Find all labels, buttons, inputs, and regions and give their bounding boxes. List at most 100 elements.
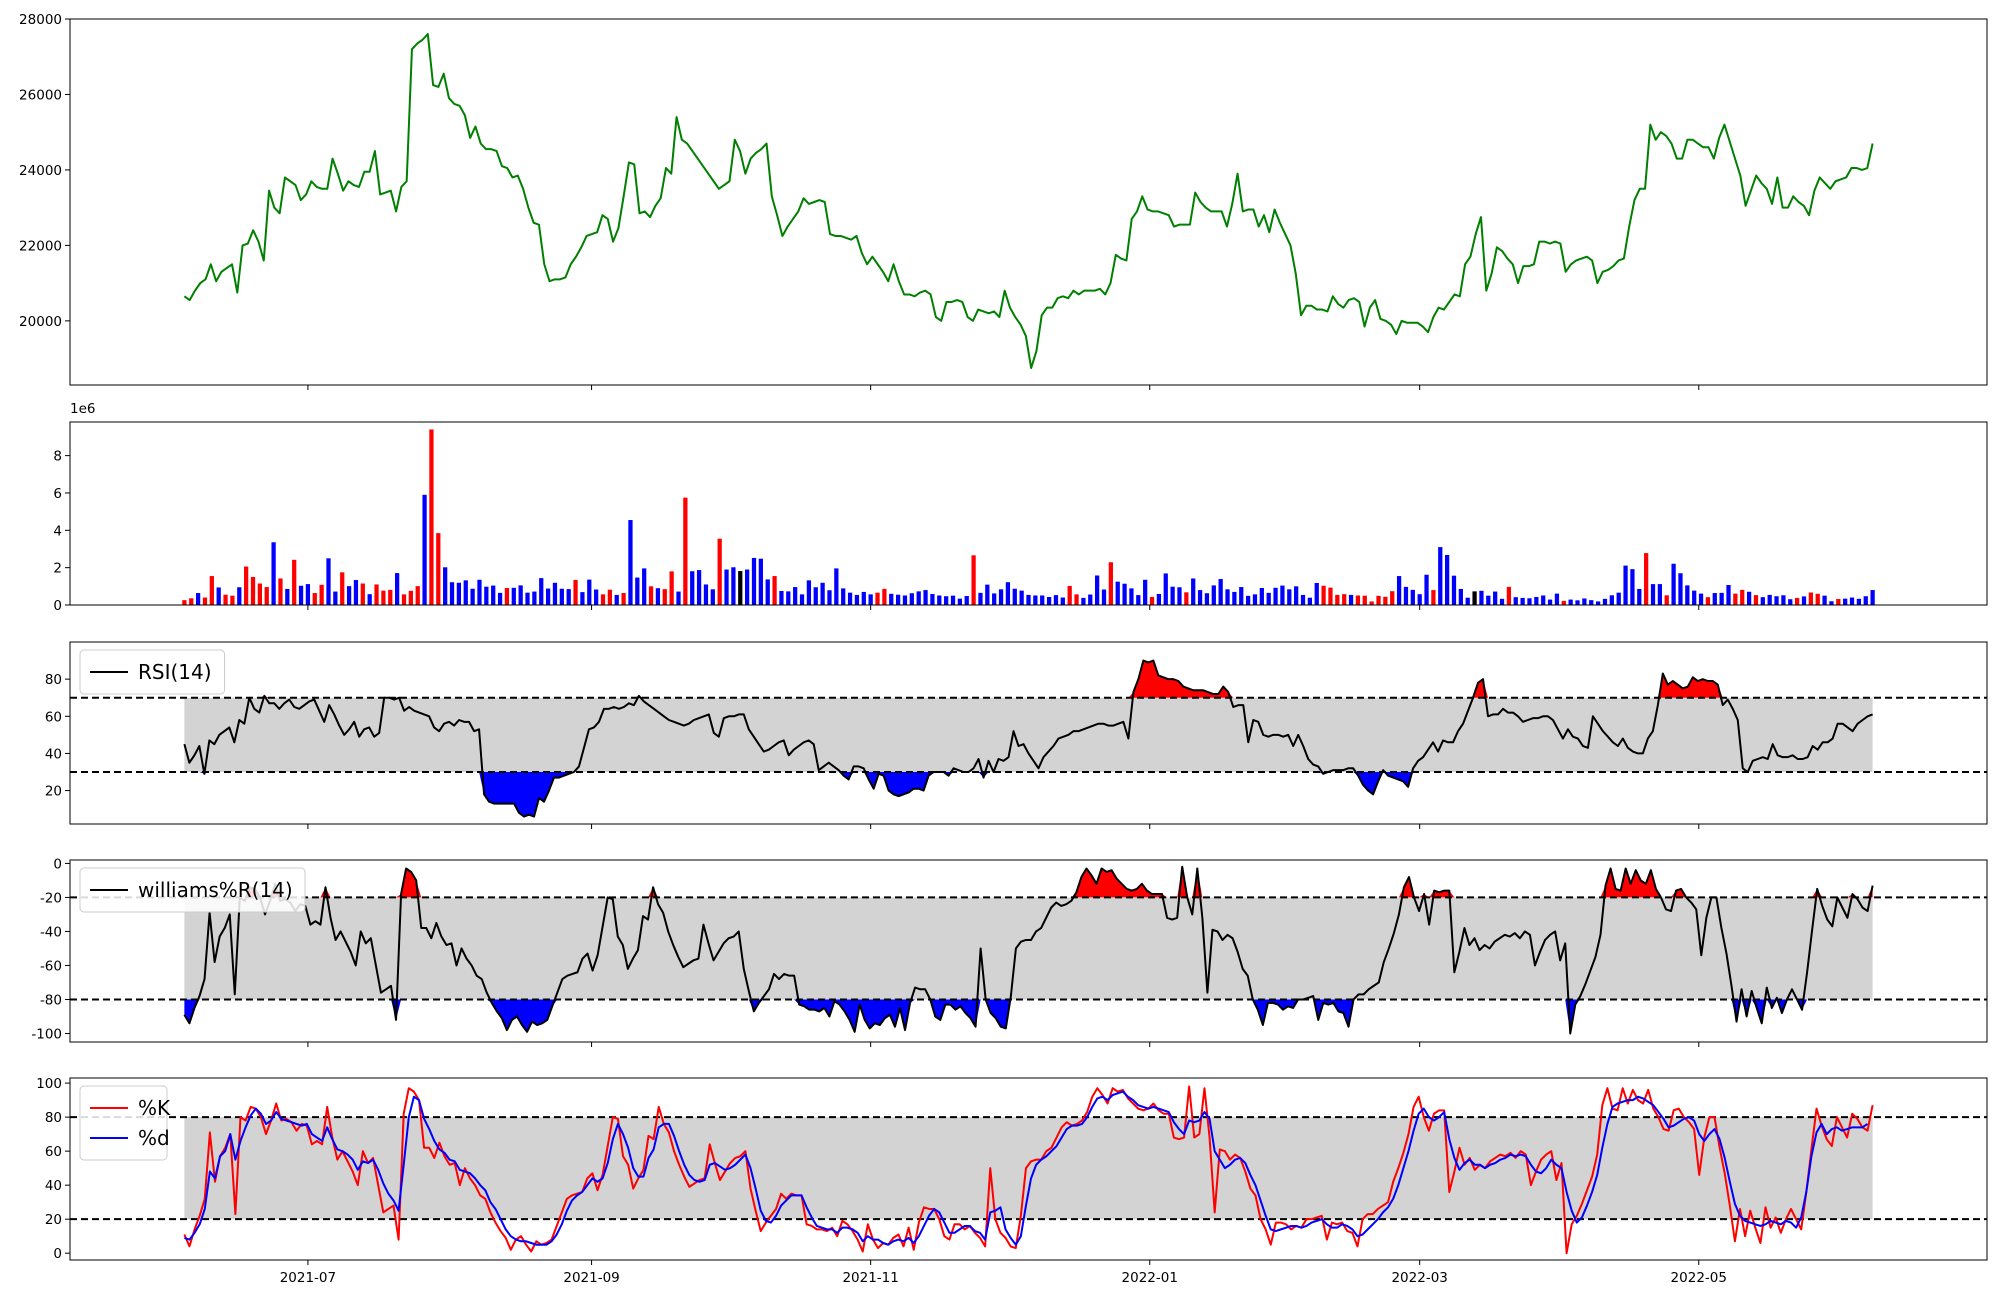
volume-bar: [1671, 563, 1676, 605]
volume-bar: [1218, 579, 1223, 605]
volume-bar: [868, 594, 873, 605]
volume-bar: [1417, 594, 1422, 605]
volume-bar: [916, 591, 921, 605]
y-tick-label: 6: [53, 486, 62, 502]
volume-bar: [1424, 574, 1429, 605]
volume-bar: [1726, 585, 1731, 605]
volume-bar: [422, 494, 427, 605]
y-tick-label: 4: [53, 523, 62, 539]
volume-bar: [1856, 598, 1862, 605]
volume-bar: [552, 582, 558, 605]
volume-bar: [1657, 584, 1663, 605]
volume-bar: [1760, 597, 1765, 605]
volume-bar: [532, 591, 537, 605]
x-tick-label: 2021-11: [842, 1270, 898, 1286]
overbought-fill: [184, 866, 1873, 898]
volume-bar: [1005, 582, 1011, 605]
volume-bar: [635, 577, 640, 605]
volume-bar: [1362, 595, 1367, 605]
volume-bar: [827, 590, 832, 605]
volume-bar: [545, 588, 551, 605]
volume-bar: [1458, 588, 1463, 605]
volume-bar: [1472, 591, 1477, 605]
volume-bar: [456, 582, 462, 605]
volume-bar: [436, 533, 441, 605]
volume-bar: [340, 572, 345, 605]
axes-frame: [69, 18, 1988, 386]
volume-bar: [1026, 594, 1031, 605]
volume-bar: [1204, 593, 1210, 605]
volume-bar: [1582, 598, 1587, 605]
volume-bar: [216, 587, 221, 605]
volume-bar: [1808, 592, 1813, 605]
volume-bar: [298, 585, 304, 605]
volume-bar: [655, 588, 661, 605]
volume-bar: [1348, 594, 1354, 605]
volume-bar: [786, 591, 791, 605]
volume-bar: [1156, 593, 1162, 605]
y-tick-label: 26000: [19, 87, 62, 103]
volume-bar: [1506, 586, 1512, 605]
volume-bar: [1554, 593, 1560, 605]
band-fill: [184, 1117, 1873, 1220]
volume-bar: [696, 570, 702, 605]
volume-bar: [463, 580, 468, 605]
volume-bar: [607, 589, 612, 605]
volume-bar: [793, 587, 798, 605]
volume-bar: [1383, 596, 1388, 605]
volume-bar: [1801, 596, 1807, 605]
volume-bar: [1410, 589, 1415, 605]
volume-bar: [394, 573, 400, 605]
volume-bar: [1355, 595, 1361, 605]
volume-bar: [662, 589, 667, 605]
series-line-0: [183, 1085, 1874, 1255]
volume-bar: [1692, 590, 1697, 605]
x-tick-label: 2022-03: [1391, 1270, 1447, 1286]
volume-bar: [594, 589, 599, 605]
volume-bar: [470, 588, 475, 605]
volume-bar: [909, 593, 914, 605]
y-tick-label: 20000: [19, 314, 62, 330]
volume-bar: [1122, 583, 1127, 605]
y-tick-label: 80: [45, 672, 62, 688]
panel-rsi: 20 40 60 80 RSI(14): [45, 641, 1988, 829]
volume-bar: [1369, 601, 1374, 605]
legend: RSI(14): [79, 649, 225, 695]
volume-bar: [642, 568, 647, 605]
volume-bar: [1630, 569, 1635, 605]
overbought-fill: [184, 660, 1873, 698]
volume-bar: [1870, 590, 1875, 605]
y-tick-label: 2: [53, 561, 62, 577]
volume-bar: [1376, 595, 1381, 605]
volume-bar: [992, 593, 997, 605]
volume-bar: [504, 588, 510, 605]
series-line-0: [183, 33, 1874, 370]
volume-bar: [1465, 597, 1470, 605]
volume-bar: [1177, 587, 1182, 605]
volume-bar: [937, 595, 942, 605]
volume-bar: [799, 594, 805, 605]
y-tick-label: 100: [36, 1076, 62, 1092]
volume-bar: [353, 579, 359, 605]
plot-area: [70, 1085, 1987, 1255]
x-tick-label: 2022-01: [1122, 1270, 1178, 1286]
volume-bar: [264, 587, 269, 605]
volume-bar: [1287, 589, 1292, 605]
volume-bar: [813, 587, 818, 605]
volume-bar: [1239, 587, 1244, 605]
volume-bar: [1815, 593, 1820, 605]
y-tick-label: -60: [40, 958, 62, 974]
volume-bar: [189, 598, 194, 605]
volume-bar: [1863, 596, 1868, 605]
volume-bar: [1589, 600, 1594, 605]
volume-bar: [1685, 585, 1690, 605]
volume-bar: [744, 569, 750, 605]
volume-bar: [1644, 553, 1649, 605]
volume-bar: [1129, 588, 1134, 605]
volume-bar: [1300, 594, 1306, 605]
band-fill: [184, 697, 1873, 772]
plot-area: [70, 865, 1987, 1035]
volume-bar: [1733, 593, 1738, 605]
volume-bar: [1342, 594, 1347, 605]
